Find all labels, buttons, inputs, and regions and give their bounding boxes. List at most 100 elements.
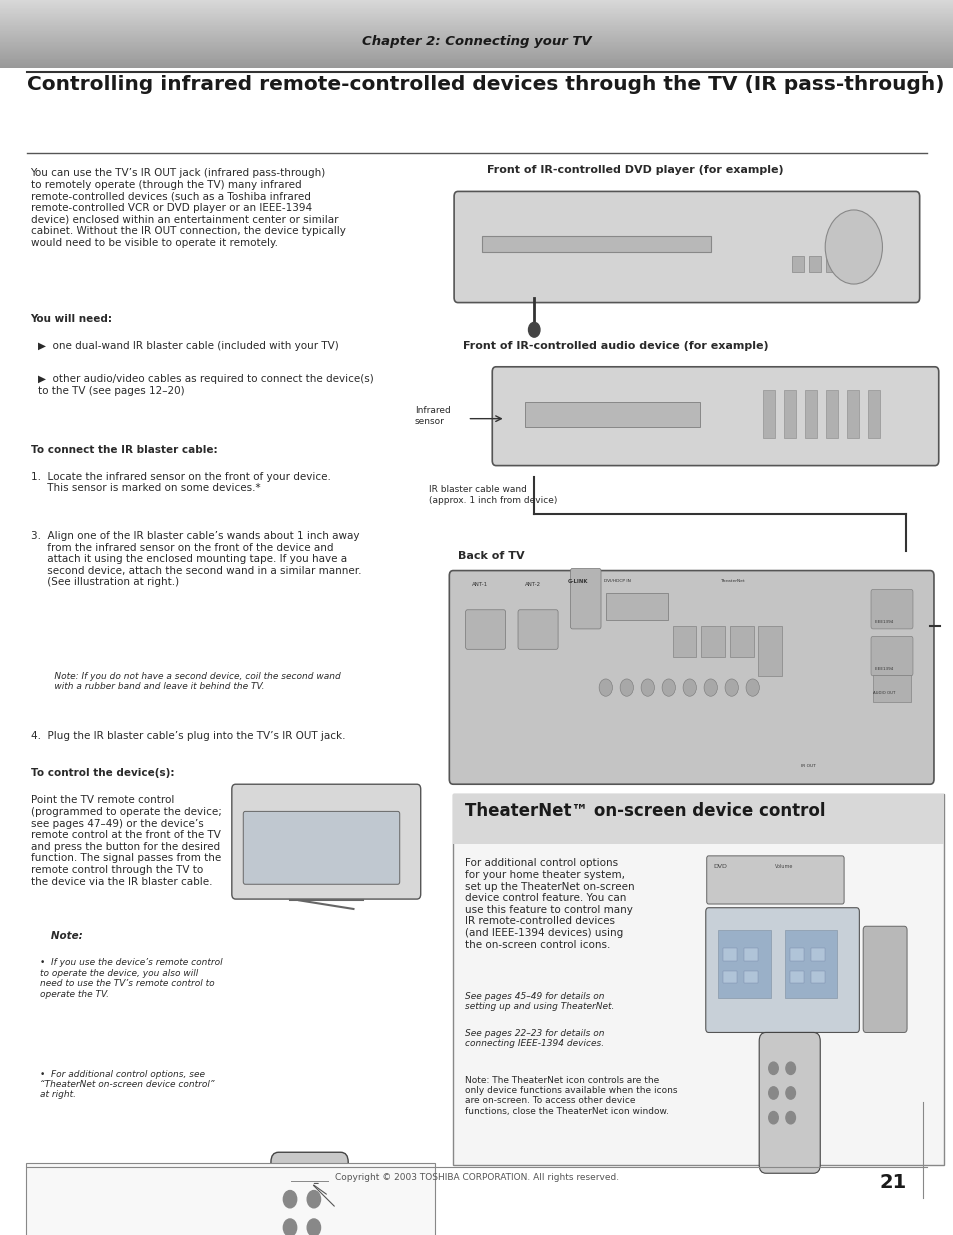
Bar [810, 971, 824, 983]
Bar [605, 593, 667, 620]
Text: IR blaster cable wand
(approx. 1 inch from device): IR blaster cable wand (approx. 1 inch fr… [429, 485, 558, 505]
Text: 21: 21 [878, 1173, 905, 1192]
Bar [846, 389, 858, 438]
Text: Volume: Volume [775, 864, 793, 869]
Circle shape [307, 1219, 320, 1235]
Text: Back of TV: Back of TV [457, 551, 524, 561]
Text: To connect the IR blaster cable:: To connect the IR blaster cable: [30, 445, 217, 454]
Text: TheaterNet: TheaterNet [720, 579, 744, 583]
Text: 1.  Locate the infrared sensor on the front of your device.
     This sensor is : 1. Locate the infrared sensor on the fro… [30, 472, 330, 493]
Bar [804, 389, 816, 438]
Bar [789, 971, 803, 983]
Bar [672, 626, 696, 657]
Text: DVI/HDCP IN: DVI/HDCP IN [603, 579, 630, 583]
Bar [825, 389, 837, 438]
Text: •  If you use the device’s remote control
to operate the device, you also will
n: • If you use the device’s remote control… [40, 958, 222, 999]
Text: Copyright © 2003 TOSHIBA CORPORATION. All rights reserved.: Copyright © 2003 TOSHIBA CORPORATION. Al… [335, 1173, 618, 1182]
Text: ANT-2: ANT-2 [524, 582, 540, 587]
Bar [524, 401, 700, 427]
Text: IR OUT: IR OUT [801, 764, 815, 768]
FancyBboxPatch shape [570, 568, 600, 629]
Bar [825, 257, 838, 273]
Bar [453, 794, 943, 844]
Text: Front of IR-controlled audio device (for example): Front of IR-controlled audio device (for… [462, 341, 767, 351]
Bar [867, 389, 879, 438]
Bar [729, 626, 753, 657]
FancyBboxPatch shape [517, 610, 558, 650]
Bar [783, 389, 795, 438]
Circle shape [745, 679, 759, 697]
Bar [808, 257, 821, 273]
Circle shape [661, 679, 675, 697]
FancyBboxPatch shape [862, 926, 906, 1032]
Circle shape [640, 679, 654, 697]
Circle shape [785, 1087, 795, 1099]
Circle shape [682, 679, 696, 697]
Bar [722, 971, 737, 983]
Bar [718, 930, 770, 998]
FancyBboxPatch shape [232, 784, 420, 899]
Text: G-LINK: G-LINK [567, 579, 587, 584]
Text: ANT-1: ANT-1 [472, 582, 488, 587]
Text: You can use the TV’s IR OUT jack (infrared pass-through)
to remotely operate (th: You can use the TV’s IR OUT jack (infrar… [30, 168, 345, 247]
FancyBboxPatch shape [492, 367, 938, 466]
Text: Front of IR-controlled DVD player (for example): Front of IR-controlled DVD player (for e… [486, 165, 782, 175]
Text: 3.  Align one of the IR blaster cable’s wands about 1 inch away
     from the in: 3. Align one of the IR blaster cable’s w… [30, 531, 360, 588]
Circle shape [307, 1191, 320, 1208]
Text: Note: If you do not have a second device, coil the second wand
     with a rubbe: Note: If you do not have a second device… [40, 672, 340, 692]
Text: IEEE1394: IEEE1394 [874, 620, 893, 625]
Circle shape [283, 1191, 296, 1208]
Text: See pages 45–49 for details on
setting up and using TheaterNet.: See pages 45–49 for details on setting u… [464, 992, 614, 1011]
FancyBboxPatch shape [705, 908, 859, 1032]
Bar [791, 257, 803, 273]
FancyBboxPatch shape [454, 191, 919, 303]
Bar [810, 948, 824, 961]
Circle shape [283, 1219, 296, 1235]
FancyBboxPatch shape [465, 610, 505, 650]
Circle shape [528, 322, 539, 337]
FancyBboxPatch shape [449, 571, 933, 784]
Text: IEEE1394: IEEE1394 [874, 667, 893, 672]
Text: Chapter 2: Connecting your TV: Chapter 2: Connecting your TV [362, 35, 591, 48]
Circle shape [724, 679, 738, 697]
Text: Note: The TheaterNet icon controls are the
only device functions available when : Note: The TheaterNet icon controls are t… [464, 1076, 677, 1116]
Text: You will need:: You will need: [30, 314, 112, 324]
Bar [722, 948, 737, 961]
Circle shape [703, 679, 717, 697]
Text: Controlling infrared remote-controlled devices through the TV (IR pass-through): Controlling infrared remote-controlled d… [27, 75, 943, 94]
Text: AUDIO OUT: AUDIO OUT [872, 692, 894, 695]
Text: Point the TV remote control
(programmed to operate the device;
see pages 47–49) : Point the TV remote control (programmed … [30, 795, 221, 887]
FancyBboxPatch shape [870, 636, 912, 676]
Circle shape [768, 1087, 778, 1099]
Text: DVD: DVD [713, 864, 726, 869]
Bar [743, 948, 758, 961]
Circle shape [598, 679, 612, 697]
Text: ▶  other audio/video cables as required to connect the device(s)
to the TV (see : ▶ other audio/video cables as required t… [38, 374, 374, 395]
Bar [481, 236, 710, 252]
Circle shape [785, 1112, 795, 1124]
Text: Note:: Note: [40, 931, 83, 941]
FancyBboxPatch shape [453, 794, 943, 1165]
Circle shape [619, 679, 633, 697]
Bar [758, 626, 781, 676]
FancyBboxPatch shape [870, 589, 912, 629]
Bar [700, 626, 724, 657]
Text: TheaterNet™ on-screen device control: TheaterNet™ on-screen device control [464, 802, 824, 820]
Text: ▶  one dual-wand IR blaster cable (included with your TV): ▶ one dual-wand IR blaster cable (includ… [38, 341, 338, 351]
Bar [784, 930, 837, 998]
FancyBboxPatch shape [271, 1152, 348, 1235]
Bar [789, 948, 803, 961]
Circle shape [824, 210, 882, 284]
Text: 4.  Plug the IR blaster cable’s plug into the TV’s IR OUT jack.: 4. Plug the IR blaster cable’s plug into… [30, 731, 345, 741]
FancyBboxPatch shape [243, 811, 399, 884]
FancyBboxPatch shape [26, 1163, 435, 1235]
Bar [762, 389, 774, 438]
Text: •  For additional control options, see
“TheaterNet on-screen device control”
at : • For additional control options, see “T… [40, 1070, 214, 1099]
Text: For additional control options
for your home theater system,
set up the TheaterN: For additional control options for your … [464, 858, 634, 950]
Text: Infrared
sensor: Infrared sensor [415, 406, 450, 426]
FancyBboxPatch shape [759, 1032, 820, 1173]
Circle shape [785, 1062, 795, 1074]
Text: See pages 22–23 for details on
connecting IEEE-1394 devices.: See pages 22–23 for details on connectin… [464, 1029, 603, 1049]
Bar [872, 674, 910, 701]
FancyBboxPatch shape [706, 856, 843, 904]
